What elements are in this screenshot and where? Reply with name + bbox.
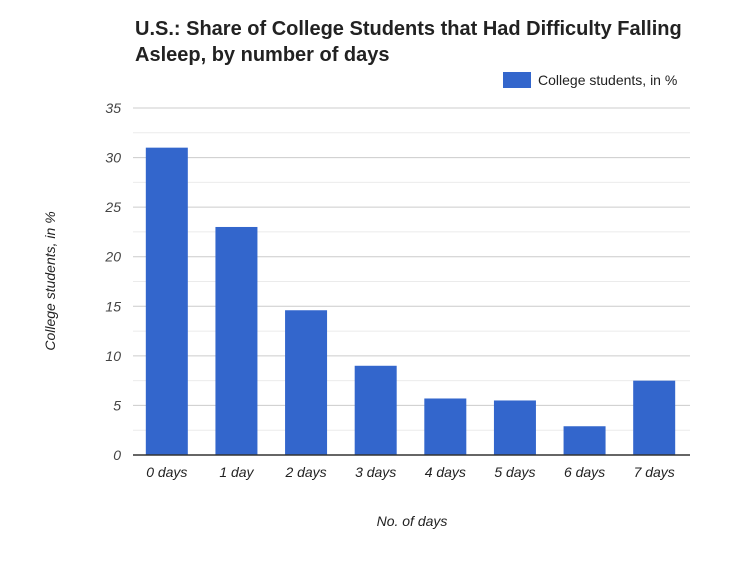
x-tick-label: 5 days	[494, 464, 535, 480]
y-tick-label: 5	[113, 397, 121, 413]
bar-2-days[interactable]	[285, 310, 328, 455]
y-tick-label: 20	[104, 249, 121, 265]
x-axis-title: No. of days	[377, 513, 448, 529]
chart-title: U.S.: Share of College Students that Had…	[135, 18, 682, 66]
legend-label: College students, in %	[538, 72, 677, 88]
x-tick-label: 3 days	[355, 464, 396, 480]
y-tick-label: 25	[104, 199, 121, 215]
x-tick-label: 6 days	[564, 464, 605, 480]
x-tick-label: 1 day	[219, 464, 254, 480]
bar-0-days[interactable]	[145, 147, 188, 455]
x-tick-label: 2 days	[284, 464, 326, 480]
bar-1-day[interactable]	[215, 226, 258, 455]
x-tick-label: 7 days	[634, 464, 675, 480]
y-tick-label: 35	[105, 100, 121, 116]
x-tick-label: 0 days	[146, 464, 187, 480]
x-tick-label: 4 days	[425, 464, 466, 480]
legend-swatch	[503, 72, 531, 88]
y-tick-label: 30	[105, 150, 121, 166]
bar-3-days[interactable]	[354, 365, 397, 455]
y-tick-label: 0	[113, 447, 121, 463]
y-axis-title: College students, in %	[42, 211, 58, 350]
y-tick-label: 15	[105, 298, 121, 314]
bar-5-days[interactable]	[493, 400, 536, 455]
bar-7-days[interactable]	[633, 380, 676, 455]
y-tick-label: 10	[105, 348, 121, 364]
bar-6-days[interactable]	[563, 426, 606, 455]
bar-4-days[interactable]	[424, 398, 467, 455]
